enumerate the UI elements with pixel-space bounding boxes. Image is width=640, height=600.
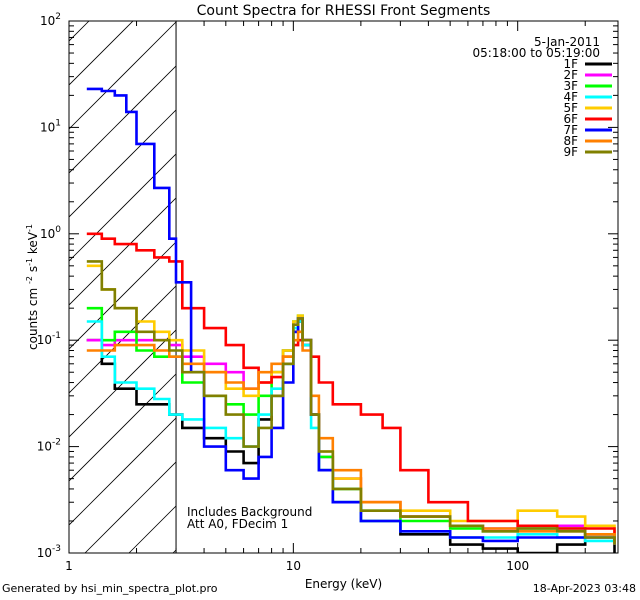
x-tick-label: 10: [286, 559, 301, 573]
legend-label-9F: 9F: [563, 145, 578, 159]
legend-label-4F: 4F: [563, 90, 578, 104]
shaded-region: [69, 21, 618, 553]
legend-label-8F: 8F: [563, 134, 578, 148]
chart-title: Count Spectra for RHESSI Front Segments: [197, 3, 491, 19]
annotation-line: Att A0, FDecim 1: [187, 517, 288, 531]
x-tick-label: 1: [65, 559, 73, 573]
legend-date: 5-Jan-2011: [534, 35, 600, 49]
legend-label-7F: 7F: [563, 123, 578, 137]
legend-time-range: 05:18:00 to 05:19:00: [473, 46, 600, 60]
y-tick-label: 10-1: [37, 331, 61, 347]
legend-label-1F: 1F: [563, 57, 578, 71]
y-tick-label: 102: [40, 12, 61, 28]
series-9F-line: [86, 260, 616, 545]
legend-label-5F: 5F: [563, 101, 578, 115]
legend-label-2F: 2F: [563, 68, 578, 82]
x-axis-label: Energy (keV): [305, 577, 382, 591]
footer-generated-by: Generated by hsi_min_spectra_plot.pro: [2, 582, 218, 595]
y-tick-label: 10-3: [37, 544, 61, 560]
y-tick-label: 10-2: [37, 438, 61, 454]
annotation-line: Includes Background: [187, 505, 312, 519]
legend-label-3F: 3F: [563, 79, 578, 93]
y-axis-label: counts cm -2 s-1 keV-1: [25, 224, 40, 350]
y-tick-label: 101: [40, 118, 61, 134]
y-tick-label: 100: [40, 225, 61, 241]
legend-label-6F: 6F: [563, 112, 578, 126]
x-tick-label: 100: [506, 559, 529, 573]
plot-frame: [68, 20, 619, 554]
axis-ticks: [68, 21, 618, 554]
footer-timestamp: 18-Apr-2023 03:48: [532, 582, 636, 595]
